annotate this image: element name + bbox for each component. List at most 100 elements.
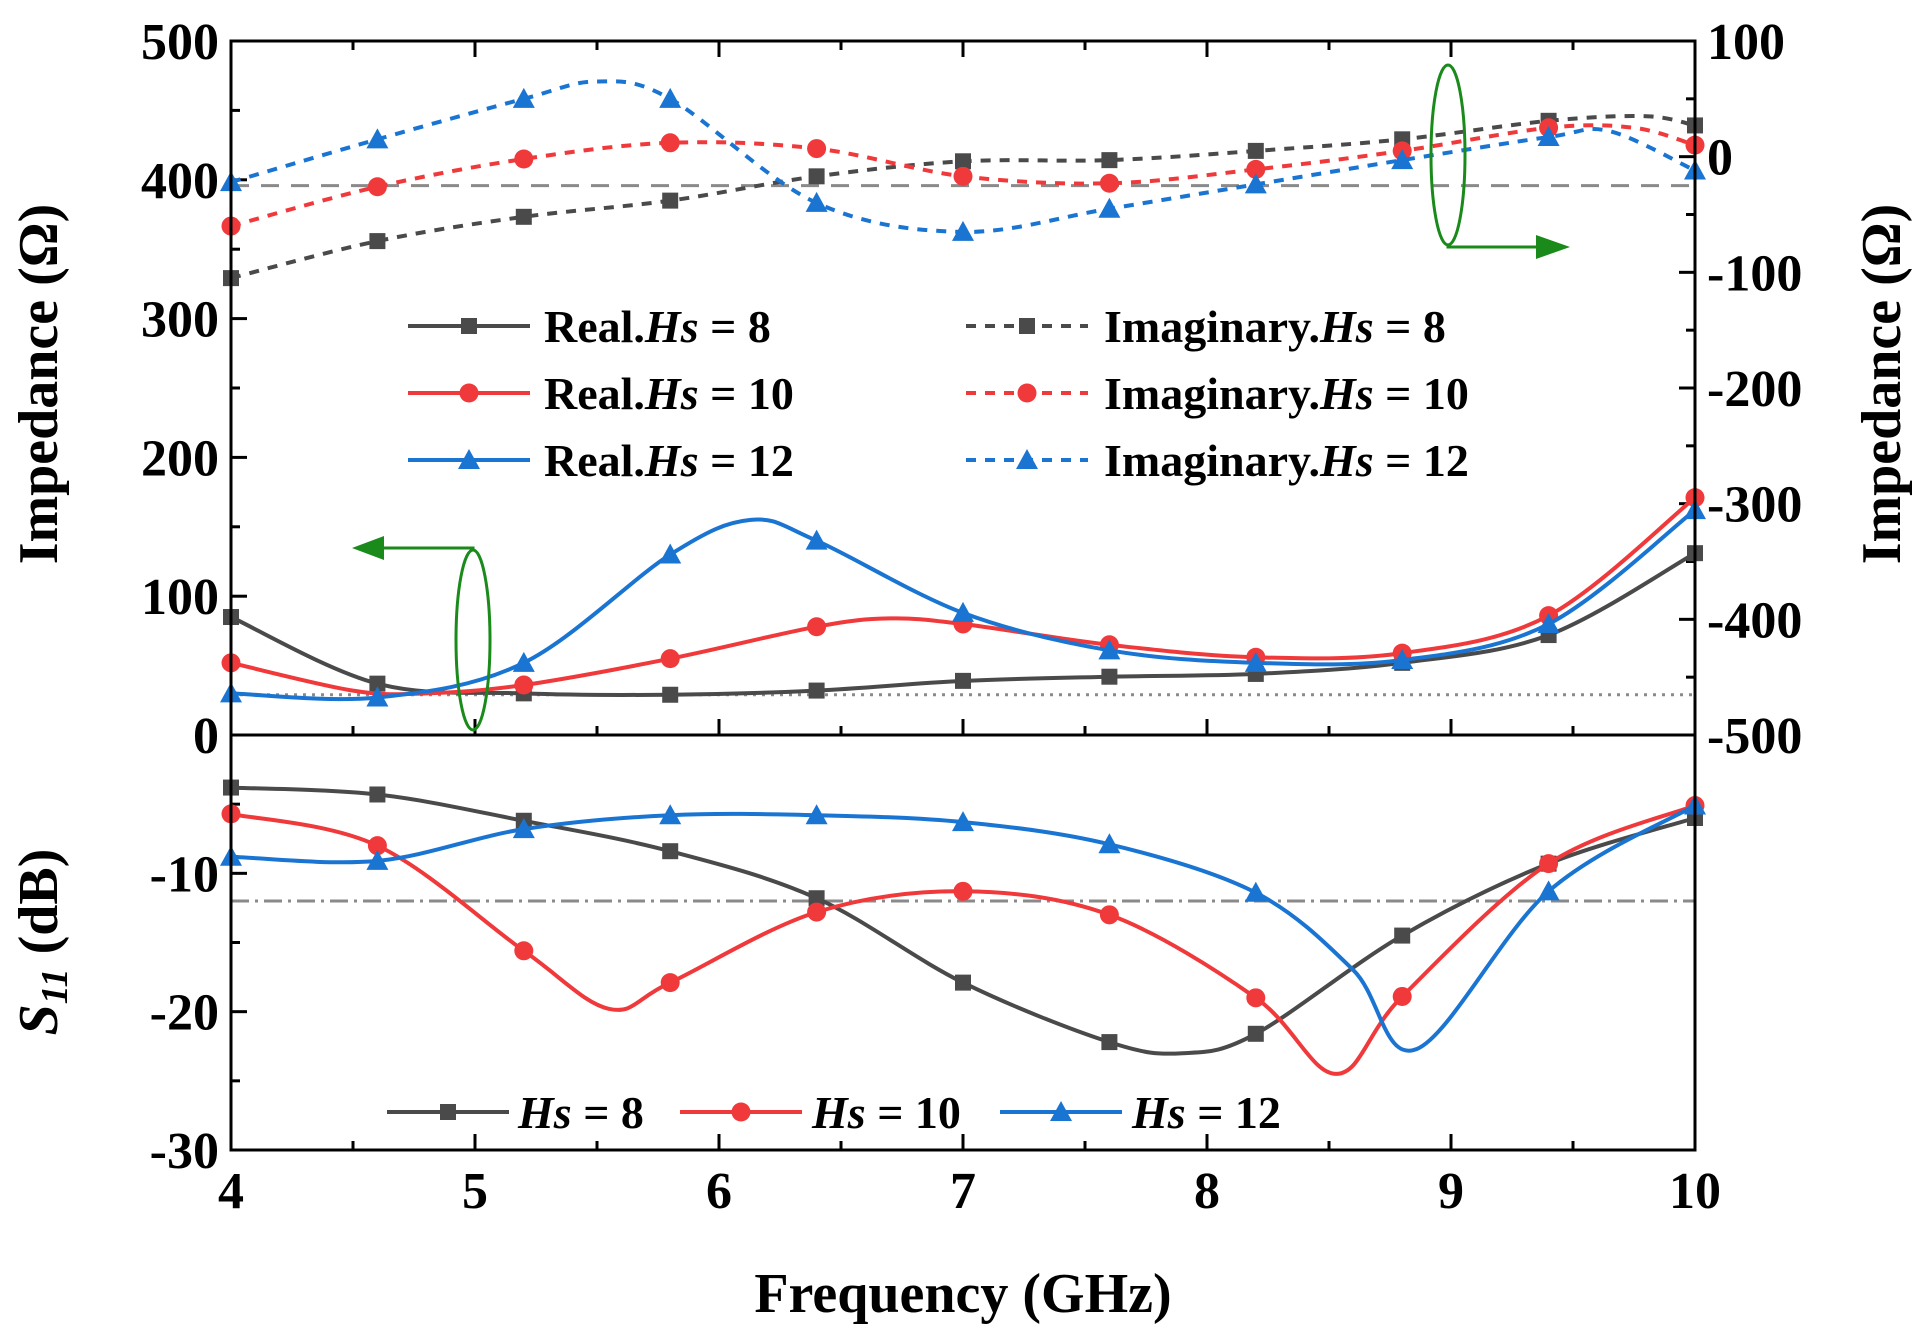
- series-marker: [808, 682, 825, 699]
- series-marker: [660, 649, 680, 669]
- series-marker: [659, 543, 682, 564]
- x-tick-label-6: 6: [706, 1163, 732, 1220]
- x-tick-label-8: 8: [1194, 1163, 1220, 1220]
- s11-series-marker: [1099, 905, 1119, 925]
- legend-label: Imaginary.Hs = 10: [1104, 368, 1469, 419]
- series-line: [230, 114, 1696, 281]
- series-marker: [514, 675, 534, 695]
- series-marker: [512, 87, 535, 108]
- x-tick-label-10: 10: [1669, 1163, 1721, 1220]
- series-marker: [367, 177, 387, 197]
- legend-label: Imaginary.Hs = 12: [1104, 435, 1469, 486]
- series-marker: [1246, 159, 1266, 179]
- s11-series-marker: [955, 974, 971, 991]
- series-marker: [807, 139, 827, 159]
- s11-legend-marker: [440, 1104, 456, 1120]
- x-tick-label-9: 9: [1438, 1163, 1464, 1220]
- series-imaginary-hs-10: [221, 118, 1705, 236]
- right-axis-indicator-ellipse: [1429, 63, 1467, 247]
- impedance-ticks: 0 100 200 300 400 500 -500 -400 -300 -200 -100 0 100: [141, 14, 1802, 765]
- left-axis-indicator-ellipse: [454, 548, 492, 732]
- series-marker: [955, 153, 971, 170]
- s11-ticks: -30 -20 -10 4 5 6 7 8 9 10: [150, 802, 1721, 1220]
- s11-series-marker: [1247, 1025, 1264, 1042]
- series-marker: [1098, 639, 1121, 660]
- impedance-plot: 0 100 200 300 400 500 -500 -400 -300 -200 -100 0 100…: [141, 14, 1802, 765]
- s11-series-marker: [807, 902, 827, 922]
- y-axis-left-title: Impedance (Ω): [8, 204, 70, 565]
- s11-series-marker: [369, 786, 386, 803]
- series-marker: [952, 220, 974, 241]
- s11-series-marker: [366, 849, 389, 870]
- series-marker: [1537, 126, 1560, 147]
- s11-series-marker: [808, 890, 825, 907]
- series-marker: [659, 87, 682, 108]
- series-marker: [512, 651, 535, 672]
- right-axis-indicator-line: [1446, 245, 1538, 249]
- s11-series-marker: [805, 804, 828, 825]
- legend-marker: [458, 449, 480, 469]
- series-marker: [805, 529, 828, 550]
- series-marker: [955, 672, 971, 689]
- s11-tick-label--20: -20: [150, 985, 219, 1042]
- s11-series-marker: [1394, 927, 1411, 944]
- right-axis-indicator-arrowhead: [1536, 235, 1570, 259]
- series-marker: [1391, 149, 1414, 170]
- s11-series-hs-10: [221, 796, 1705, 1076]
- s11-series-marker: [1098, 833, 1121, 854]
- right-tick-label--500: -500: [1707, 708, 1802, 765]
- series-marker: [662, 192, 679, 209]
- s11-plot-frame: [229, 733, 1697, 1152]
- left-tick-label-200: 200: [141, 430, 219, 487]
- legend-label: Imaginary.Hs = 8: [1104, 301, 1446, 352]
- series-imaginary-hs-8: [223, 112, 1703, 287]
- series-marker: [1099, 173, 1119, 193]
- series-real-hs-10: [221, 488, 1705, 697]
- series-marker: [952, 601, 974, 622]
- s11-plot: -30 -20 -10 4 5 6 7 8 9 10 Hs = 8 Hs = 10 Hs = 12: [150, 779, 1721, 1220]
- s11-series-marker: [659, 804, 682, 825]
- series-marker: [1101, 152, 1118, 169]
- s11-axis-title-main: S: [8, 1004, 70, 1035]
- s11-legend-marker: [731, 1102, 751, 1122]
- legend-marker: [459, 383, 479, 403]
- series-marker: [1244, 173, 1267, 194]
- series-marker: [1391, 649, 1414, 670]
- left-axis-indicator: [352, 536, 492, 732]
- left-tick-label-100: 100: [141, 569, 219, 626]
- legend-marker: [461, 318, 477, 334]
- s11-axis-title-subscript: 11: [34, 968, 76, 1004]
- s11-tick-label--10: -10: [150, 846, 219, 903]
- series-marker: [366, 128, 389, 149]
- s11-legend-label: Hs = 12: [1131, 1087, 1281, 1138]
- s11-series-marker: [660, 973, 680, 993]
- left-tick-label-400: 400: [141, 153, 219, 210]
- right-tick-label-0: 0: [1707, 130, 1733, 187]
- s11-legend-marker: [1050, 1101, 1072, 1121]
- series-marker: [1247, 142, 1264, 159]
- series-marker: [366, 686, 389, 707]
- right-tick-label--400: -400: [1707, 592, 1802, 649]
- s11-series-line: [230, 785, 1696, 1056]
- legend-marker: [1016, 449, 1038, 469]
- s11-series-marker: [662, 843, 679, 860]
- s11-series-marker: [1101, 1034, 1118, 1051]
- legend-label: Real.Hs = 12: [544, 435, 794, 486]
- s11-series-marker: [367, 836, 387, 856]
- x-tick-label-5: 5: [462, 1163, 488, 1220]
- right-tick-label--200: -200: [1707, 361, 1802, 418]
- s11-series-marker: [952, 811, 974, 832]
- series-line: [230, 496, 1697, 697]
- s11-legend: Hs = 8 Hs = 10 Hs = 12: [387, 1087, 1281, 1138]
- right-tick-label--100: -100: [1707, 245, 1802, 302]
- series-marker: [515, 208, 532, 225]
- series-marker: [1537, 612, 1560, 633]
- s11-axis-title-unit: (dB): [8, 849, 70, 969]
- s11-series-marker: [953, 881, 973, 901]
- s11-legend-label: Hs = 10: [811, 1087, 961, 1138]
- s11-series-marker: [514, 941, 534, 961]
- series-marker: [369, 675, 386, 692]
- s11-series-marker: [1539, 854, 1559, 874]
- series-marker: [1101, 668, 1118, 685]
